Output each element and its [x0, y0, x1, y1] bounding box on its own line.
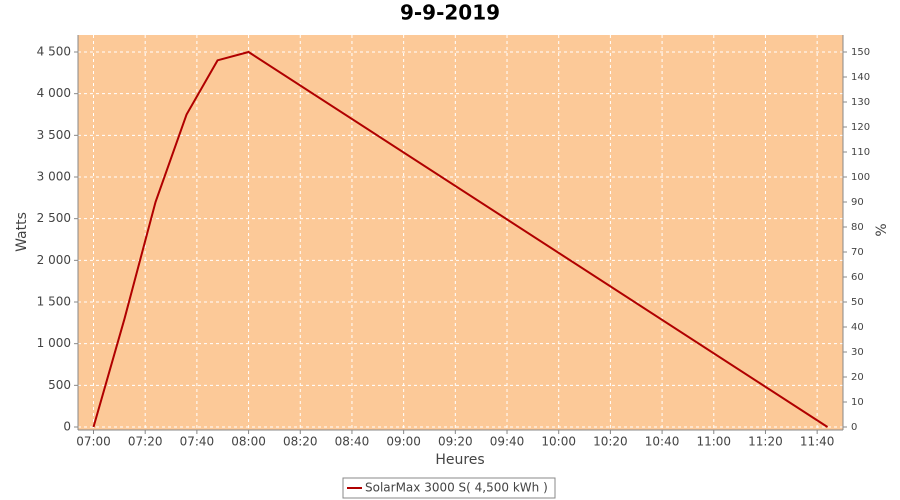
x-tick-label: 11:00	[696, 435, 731, 449]
legend-label: SolarMax 3000 S( 4,500 kWh )	[365, 481, 548, 495]
x-tick-label: 08:40	[335, 435, 370, 449]
x-axis-label: Heures	[435, 452, 484, 468]
x-tick-label: 07:40	[180, 435, 215, 449]
y2-tick-label: 140	[851, 72, 870, 83]
x-tick-label: 10:00	[541, 435, 576, 449]
y-tick-label: 3 500	[37, 128, 71, 142]
x-tick-label: 09:40	[490, 435, 525, 449]
y2-axis-label: %	[874, 223, 890, 236]
x-tick-label: 08:00	[231, 435, 266, 449]
plot-area	[78, 35, 843, 430]
x-tick-label: 08:20	[283, 435, 318, 449]
y2-tick-label: 10	[851, 397, 864, 408]
y-tick-label: 3 000	[37, 170, 71, 184]
series-line	[92, 50, 829, 428]
y-tick-label: 1 000	[37, 336, 71, 350]
x-tick-label: 07:00	[76, 435, 111, 449]
legend	[342, 477, 556, 499]
x-tick-label: 07:20	[128, 435, 163, 449]
y2-tick-label: 130	[851, 97, 870, 108]
y-tick-label: 4 000	[37, 86, 71, 100]
y2-tick-label: 120	[851, 122, 870, 133]
x-tick-label: 11:40	[800, 435, 835, 449]
chart-title: 9-9-2019	[400, 1, 500, 25]
y-tick-label: 1 500	[37, 295, 71, 309]
y-tick-label: 4 500	[37, 45, 71, 59]
y2-tick-label: 0	[851, 422, 857, 433]
x-tick-label: 09:20	[438, 435, 473, 449]
y-tick-label: 2 000	[37, 253, 71, 267]
y2-tick-label: 100	[851, 172, 870, 183]
x-tick-label: 11:20	[748, 435, 783, 449]
y2-tick-label: 80	[851, 222, 864, 233]
y2-tick-label: 70	[851, 247, 864, 258]
x-tick-label: 09:00	[386, 435, 421, 449]
y-tick-label: 500	[48, 378, 71, 392]
y-tick-label: 2 500	[37, 211, 71, 225]
y2-tick-label: 60	[851, 272, 864, 283]
x-tick-label: 10:20	[593, 435, 628, 449]
y-axis-label: Watts	[14, 212, 30, 252]
y-tick-label: 0	[63, 420, 71, 434]
y2-tick-label: 40	[851, 322, 864, 333]
y2-tick-label: 30	[851, 347, 864, 358]
x-tick-label: 10:40	[645, 435, 680, 449]
y2-tick-label: 90	[851, 197, 864, 208]
y2-tick-label: 50	[851, 297, 864, 308]
y2-tick-label: 20	[851, 372, 864, 383]
y2-tick-label: 110	[851, 147, 870, 158]
y2-tick-label: 150	[851, 47, 870, 58]
